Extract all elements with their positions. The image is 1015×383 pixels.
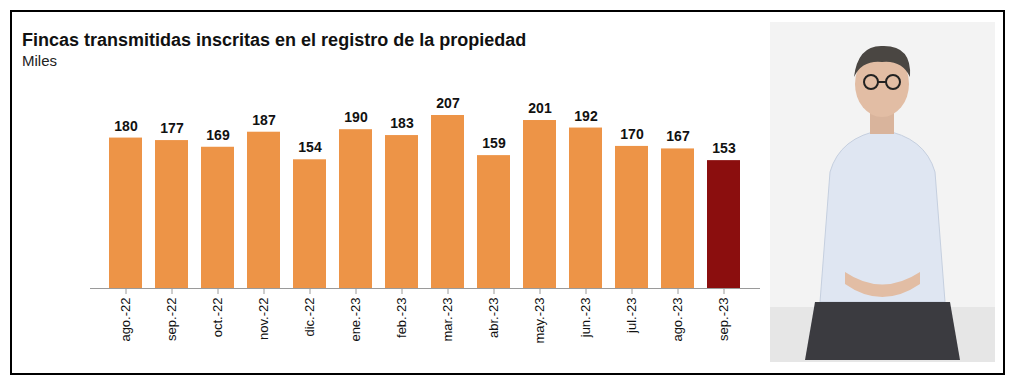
svg-text:feb.-23: feb.-23 xyxy=(394,298,409,338)
svg-text:sep.-22: sep.-22 xyxy=(164,298,179,341)
svg-text:154: 154 xyxy=(298,139,322,155)
svg-text:jun.-23: jun.-23 xyxy=(578,298,593,339)
svg-text:ago.-22: ago.-22 xyxy=(118,298,133,342)
html-text:Miles: Miles xyxy=(22,52,57,69)
svg-text:177: 177 xyxy=(160,120,184,136)
svg-text:183: 183 xyxy=(390,115,414,131)
html-text:Fincas transmitidas inscritas: Fincas transmitidas inscritas en el regi… xyxy=(22,30,527,50)
svg-text:may.-23: may.-23 xyxy=(532,298,547,344)
svg-text:153: 153 xyxy=(712,140,736,156)
svg-text:oct.-22: oct.-22 xyxy=(210,298,225,338)
svg-text:nov.-22: nov.-22 xyxy=(256,298,271,340)
svg-text:sep.-23: sep.-23 xyxy=(716,298,731,341)
svg-text:192: 192 xyxy=(574,108,598,124)
svg-text:169: 169 xyxy=(206,127,230,143)
svg-text:207: 207 xyxy=(436,95,460,111)
svg-text:190: 190 xyxy=(344,109,368,125)
svg-text:180: 180 xyxy=(114,118,138,134)
svg-text:170: 170 xyxy=(620,126,644,142)
svg-text:abr.-23: abr.-23 xyxy=(486,298,501,338)
svg-text:159: 159 xyxy=(482,135,506,151)
svg-text:187: 187 xyxy=(252,112,276,128)
svg-text:ene.-23: ene.-23 xyxy=(348,298,363,342)
svg-text:201: 201 xyxy=(528,100,552,116)
svg-text:dic.-22: dic.-22 xyxy=(302,298,317,337)
svg-text:ago.-23: ago.-23 xyxy=(670,298,685,342)
svg-text:167: 167 xyxy=(666,128,690,144)
svg-text:jul.-23: jul.-23 xyxy=(624,298,639,334)
svg-text:mar.-23: mar.-23 xyxy=(440,298,455,342)
